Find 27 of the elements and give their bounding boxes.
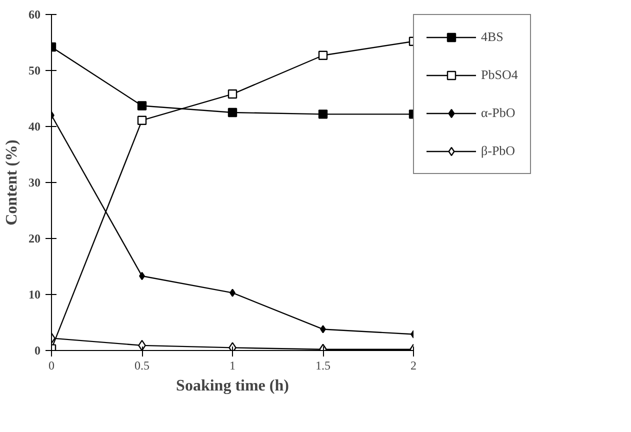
x-tick-label: 2: [410, 358, 416, 372]
x-axis-title: Soaking time (h): [176, 378, 289, 394]
point: [230, 288, 236, 297]
point: [137, 101, 147, 110]
y-tick-label: 60: [28, 8, 40, 22]
x-tick-label: 1.5: [316, 358, 330, 372]
point: [318, 50, 328, 60]
y-tick-label: 20: [28, 232, 40, 246]
x-tick-label: 0: [48, 358, 54, 372]
y-axis-title: Content (%): [4, 140, 20, 226]
y-tick-label: 40: [28, 120, 40, 134]
point: [228, 89, 238, 99]
point: [228, 108, 238, 118]
y-tick-label: 10: [28, 288, 40, 302]
legend-label: β-PbO: [481, 143, 516, 159]
point: [320, 325, 326, 334]
x-tick-label: 1: [230, 358, 236, 372]
y-tick-label: 50: [28, 64, 40, 78]
legend-label: α-PbO: [481, 105, 516, 121]
y-tick-label: 30: [28, 176, 40, 190]
legend-label: 4BS: [481, 29, 504, 45]
x-tick-label: 0.5: [134, 358, 150, 372]
legend-label: PbSO4: [481, 67, 518, 83]
y-tick-label: 0: [34, 344, 40, 358]
point: [138, 340, 146, 350]
point: [318, 110, 328, 119]
point: [137, 116, 147, 125]
